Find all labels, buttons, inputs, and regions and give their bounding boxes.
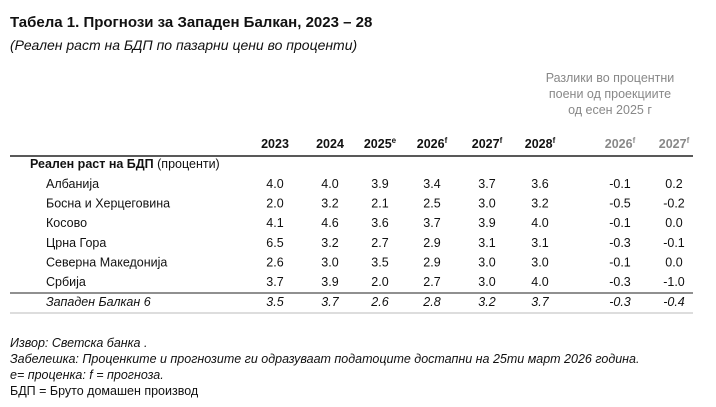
cell: 3.5: [371, 255, 388, 269]
column-sup: f: [500, 136, 503, 145]
side-note: од есен 2025 г: [568, 103, 652, 117]
cell: 3.4: [423, 177, 440, 191]
cell: 3.7: [266, 275, 283, 289]
cell: 3.2: [321, 197, 338, 211]
cell: -1.0: [663, 275, 685, 289]
column-header: 2028f: [525, 136, 556, 151]
cell: 3.2: [531, 197, 548, 211]
cell: 2.5: [423, 197, 440, 211]
cell: 4.0: [531, 216, 548, 230]
column-header: 2027f: [659, 136, 690, 151]
subtitle: (Реален раст на БДП по пазарни цени во п…: [10, 37, 357, 53]
column-header: 2026f: [417, 136, 448, 151]
note: e= проценка: f = прогноза.: [10, 368, 164, 382]
section-bold: Реален раст на БДП: [30, 157, 154, 171]
cell: 4.6: [321, 216, 338, 230]
column-header: 2023: [261, 137, 289, 151]
cell: 2.6: [266, 255, 283, 269]
section-label: Реален раст на БДП (проценти): [30, 157, 220, 171]
column-sup: f: [687, 136, 690, 145]
cell: -0.2: [663, 197, 685, 211]
cell: 3.6: [531, 177, 548, 191]
cell: 4.0: [531, 275, 548, 289]
cell: 3.9: [478, 216, 495, 230]
cell: 3.9: [371, 177, 388, 191]
section-rest: (проценти): [154, 157, 220, 171]
cell: 0.2: [665, 177, 682, 191]
cell: 3.9: [321, 275, 338, 289]
row-label: Црна Гора: [46, 236, 106, 250]
cell: 2.0: [371, 275, 388, 289]
cell: 3.0: [531, 255, 548, 269]
column-year: 2025: [364, 137, 392, 151]
row-label: Србија: [46, 275, 86, 289]
cell: 3.7: [423, 216, 440, 230]
cell: 3.0: [478, 255, 495, 269]
total-cell: -0.4: [663, 295, 685, 309]
cell: 3.1: [478, 236, 495, 250]
note: Забелешка: Проценките и прогнозите ги од…: [10, 352, 639, 366]
cell: 2.9: [423, 255, 440, 269]
column-sup: f: [553, 136, 556, 145]
cell: -0.1: [609, 216, 631, 230]
column-sup: e: [392, 136, 397, 145]
column-sup: f: [633, 136, 636, 145]
column-year: 2027: [472, 137, 500, 151]
total-cell: 2.6: [370, 295, 388, 309]
total-cell: 3.5: [266, 295, 283, 309]
title: Табела 1. Прогнози за Западен Балкан, 20…: [10, 14, 372, 31]
cell: 3.0: [478, 275, 495, 289]
cell: 2.0: [266, 197, 283, 211]
cell: -0.1: [609, 177, 631, 191]
cell: 2.1: [371, 197, 388, 211]
cell: -0.3: [609, 275, 631, 289]
cell: -0.3: [609, 236, 631, 250]
cell: 3.0: [478, 197, 495, 211]
cell: 3.2: [321, 236, 338, 250]
cell: 2.7: [423, 275, 440, 289]
cell: 0.0: [665, 216, 682, 230]
cell: 2.7: [371, 236, 388, 250]
column-year: 2026: [605, 137, 633, 151]
column-year: 2028: [525, 137, 553, 151]
column-header: 2027f: [472, 136, 503, 151]
column-header: 2024: [316, 137, 344, 151]
cell: -0.1: [609, 255, 631, 269]
column-year: 2026: [417, 137, 445, 151]
cell: 2.9: [423, 236, 440, 250]
total-cell: 3.7: [531, 295, 549, 309]
total-cell: 3.2: [478, 295, 495, 309]
total-cell: 3.7: [321, 295, 339, 309]
cell: 6.5: [266, 236, 283, 250]
total-cell: 2.8: [422, 295, 440, 309]
cell: 3.0: [321, 255, 338, 269]
cell: 4.0: [266, 177, 283, 191]
column-header: 2026f: [605, 136, 636, 151]
column-sup: f: [445, 136, 448, 145]
cell: -0.5: [609, 197, 631, 211]
row-label: Албанија: [46, 177, 99, 191]
total-label: Западен Балкан 6: [46, 295, 151, 309]
note: БДП = Бруто домашен производ: [10, 384, 199, 398]
cell: 4.1: [266, 216, 283, 230]
cell: -0.1: [663, 236, 685, 250]
side-note: поени од проекциите: [549, 87, 671, 101]
total-cell: -0.3: [609, 295, 631, 309]
cell: 0.0: [665, 255, 682, 269]
side-note: Разлики во процентни: [546, 71, 675, 85]
cell: 3.7: [478, 177, 495, 191]
cell: 3.1: [531, 236, 548, 250]
column-year: 2023: [261, 137, 289, 151]
row-label: Северна Македонија: [46, 255, 167, 269]
cell: 3.6: [371, 216, 388, 230]
column-year: 2027: [659, 137, 687, 151]
row-label: Косово: [46, 216, 87, 230]
column-header: 2025e: [364, 136, 397, 151]
note: Извор: Светска банка .: [10, 336, 147, 350]
row-label: Босна и Херцеговина: [46, 197, 170, 211]
cell: 4.0: [321, 177, 338, 191]
column-year: 2024: [316, 137, 344, 151]
